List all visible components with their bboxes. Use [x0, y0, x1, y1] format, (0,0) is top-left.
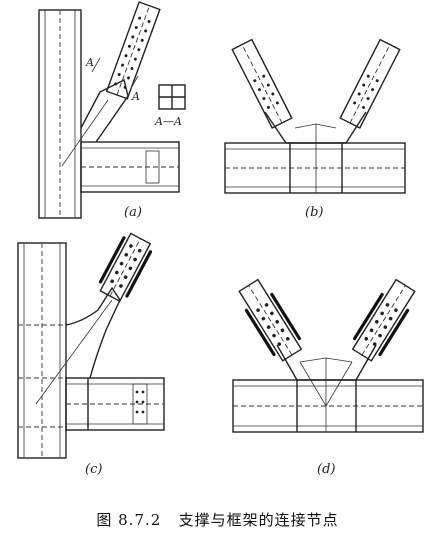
figure-number: 图 8.7.2	[96, 511, 162, 529]
figure-caption: 图 8.7.2 支撑与框架的连接节点	[0, 509, 435, 530]
section-cut-right: A	[131, 90, 140, 103]
panel-b-label: (b)	[305, 205, 323, 220]
panel-d-brace-left	[238, 278, 303, 362]
panel-c-brace	[98, 232, 153, 303]
panel-b: (b)	[224, 38, 406, 220]
panel-b-brace-left	[231, 38, 293, 129]
panel-d-label: (d)	[317, 462, 335, 477]
panel-d: (d)	[232, 278, 424, 477]
section-cut-left: A	[85, 56, 94, 69]
panel-a-beam	[80, 141, 180, 193]
section-cut-marks: A A	[85, 56, 140, 103]
section-a-a-detail: A—A	[154, 84, 186, 128]
panel-d-beam	[232, 379, 424, 433]
panel-b-beam	[224, 142, 406, 194]
panel-b-gusset	[264, 111, 367, 144]
panel-c-column	[17, 242, 67, 459]
connection-node-figure: A A A—A (a)	[17, 1, 424, 477]
panel-c-gusset	[35, 286, 121, 405]
panel-a-label: (a)	[124, 205, 142, 220]
section-label: A—A	[154, 115, 182, 128]
panel-a: A A A—A (a)	[38, 1, 186, 220]
panel-c: (c)	[17, 232, 165, 477]
panel-b-brace-right	[339, 38, 401, 129]
panel-c-beam	[65, 377, 165, 431]
panel-a-column	[38, 9, 82, 219]
panel-d-brace-right	[351, 278, 416, 362]
panel-d-gusset	[276, 344, 377, 407]
panel-c-label: (c)	[85, 462, 102, 477]
figure-title: 支撑与框架的连接节点	[178, 511, 339, 529]
panel-a-brace	[105, 1, 161, 100]
